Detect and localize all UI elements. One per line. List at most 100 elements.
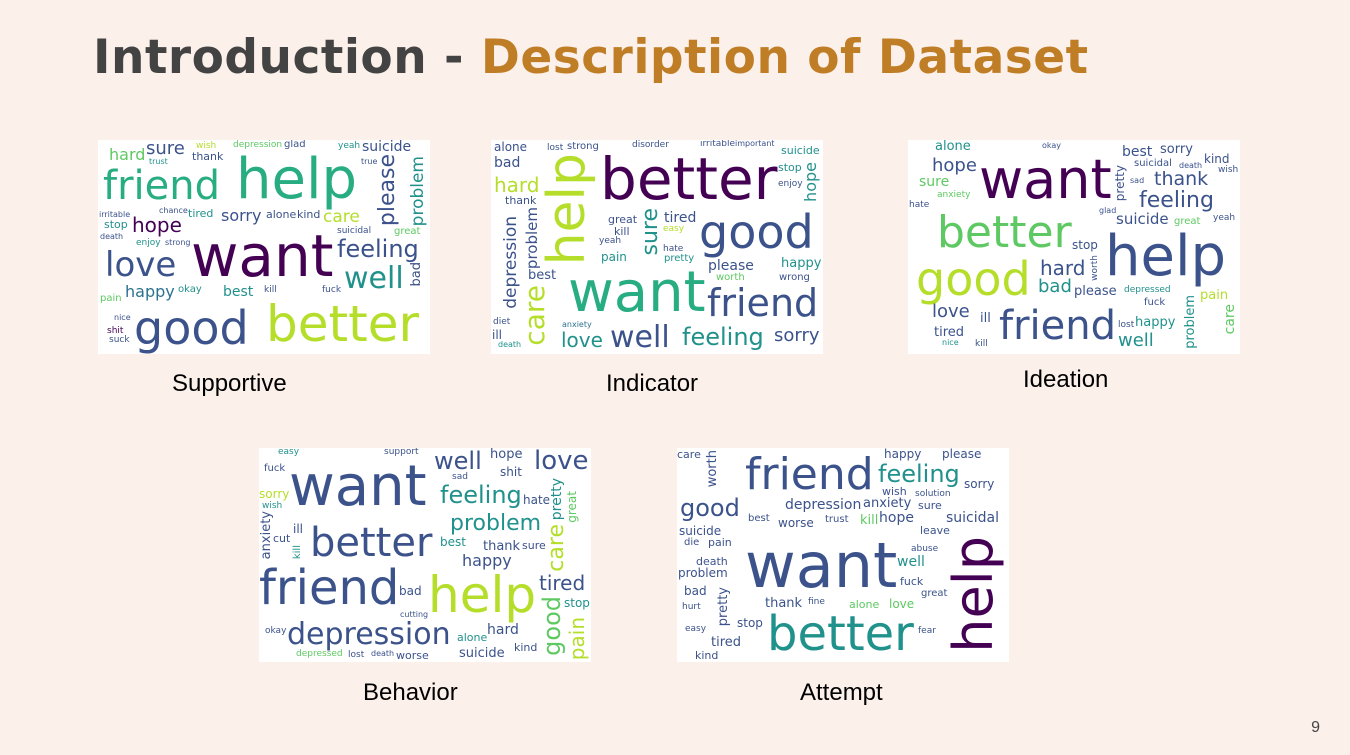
cloud-word: worse	[778, 516, 814, 530]
cloud-word: care	[323, 207, 360, 227]
cloud-word: best	[528, 268, 557, 283]
cloud-word: nice	[114, 313, 131, 322]
caption-ideation: Ideation	[1023, 366, 1109, 393]
cloud-word: want	[745, 529, 898, 602]
cloud-word: sorry	[259, 487, 290, 501]
cloud-word: bad	[494, 155, 521, 171]
cloud-word: care	[518, 285, 551, 346]
cloud-word: okay	[1042, 141, 1062, 150]
cloud-word: good	[680, 494, 740, 522]
cloud-word: bad	[684, 584, 707, 598]
cloud-word: kind	[695, 649, 719, 662]
cloud-word: fuck	[1144, 297, 1166, 308]
title-separator: -	[427, 30, 481, 85]
cloud-word: death	[696, 555, 728, 568]
cloud-word: please	[375, 154, 400, 227]
cloud-word: pretty	[716, 587, 731, 627]
cloud-word: alone	[494, 140, 528, 154]
cloud-word: worse	[396, 649, 429, 662]
cloud-word: kill	[860, 513, 879, 528]
cloud-word: kind	[297, 208, 321, 221]
cloud-word: care	[544, 524, 569, 572]
cloud-word: happy	[781, 256, 822, 271]
cloud-word: problem	[678, 566, 728, 580]
cloud-word: want	[289, 454, 427, 519]
cloud-word: sure	[146, 140, 185, 159]
caption-attempt: Attempt	[800, 679, 883, 706]
cloud-word: easy	[663, 224, 685, 234]
cloud-word: ill	[293, 522, 304, 536]
cloud-word: friend	[745, 449, 874, 500]
cloud-word: happy	[125, 282, 175, 301]
cloud-word: ill	[492, 328, 503, 342]
cloud-word: thank	[483, 539, 521, 554]
caption-behavior: Behavior	[363, 679, 458, 706]
cloud-word: irritable	[700, 140, 736, 149]
cloud-word: easy	[278, 448, 300, 457]
cloud-word: help	[942, 536, 1005, 653]
cloud-word: feeling	[337, 235, 419, 263]
cloud-word: problem	[523, 207, 541, 270]
cloud-word: better	[310, 520, 433, 566]
cloud-word: better	[937, 207, 1072, 258]
cloud-word: pain	[565, 617, 589, 661]
cloud-word: worth	[716, 272, 745, 283]
cloud-word: great	[608, 213, 638, 226]
cloud-word: tired	[664, 210, 697, 226]
cloud-word: depression	[233, 140, 283, 150]
cloud-word: pain	[601, 250, 627, 264]
cloud-word: suicidal	[1134, 158, 1172, 169]
cloud-word: depression	[287, 617, 451, 652]
cloud-word: anxiety	[937, 190, 971, 200]
cloud-word: sorry	[1160, 142, 1193, 157]
cloud-word: wish	[882, 485, 907, 498]
cloud-word: friend	[103, 163, 220, 209]
cloud-word: hope	[132, 213, 182, 237]
cloud-word: sorry	[964, 477, 995, 491]
cloud-word: help	[428, 566, 537, 624]
cloud-word: please	[708, 258, 754, 274]
cloud-word: fuck	[264, 463, 286, 474]
cloud-word: feeling	[682, 323, 764, 351]
cloud-word: pretty	[664, 253, 695, 264]
cloud-word: thank	[765, 596, 803, 611]
cloud-word: suicide	[1116, 210, 1169, 228]
cloud-word: better	[600, 145, 778, 213]
cloud-word: great	[921, 588, 948, 599]
cloud-word: alone	[457, 631, 488, 644]
cloud-word: good	[538, 596, 566, 656]
cloud-word: good	[916, 252, 1031, 306]
cloud-word: kind	[1204, 152, 1230, 166]
cloud-word: glad	[284, 140, 306, 150]
cloud-word: help	[1105, 224, 1227, 289]
cloud-word: kill	[264, 285, 277, 295]
cloud-word: okay	[265, 626, 287, 636]
cloud-word: death	[371, 649, 395, 658]
cloud-word: care	[677, 448, 701, 461]
cloud-word: trust	[825, 514, 849, 525]
cloud-word: thank	[192, 150, 224, 163]
cloud-word: sure	[638, 208, 663, 256]
cloud-word: suicide	[679, 524, 722, 538]
cloud-word: feeling	[1139, 188, 1214, 213]
cloud-word: hard	[1040, 256, 1086, 280]
wordcloud-supportive: want help better good friend love well feeling p…	[98, 140, 430, 354]
cloud-word: sure	[522, 539, 546, 552]
cloud-word: stop	[737, 616, 763, 630]
cloud-word: friend	[999, 303, 1116, 349]
cloud-word: fine	[808, 597, 825, 607]
cloud-word: love	[561, 328, 603, 352]
title-highlight: Description of Dataset	[480, 30, 1089, 85]
cloud-word: wish	[1218, 165, 1239, 175]
cloud-word: death	[100, 232, 124, 241]
cloud-word: hard	[487, 622, 519, 638]
cloud-word: best	[748, 513, 770, 524]
cloud-word: fuck	[322, 285, 342, 295]
cloud-word: true	[361, 157, 378, 166]
cloud-word: friend	[259, 560, 400, 616]
cloud-word: sad	[1130, 176, 1145, 185]
cloud-word: shit	[500, 465, 522, 479]
cloud-word: best	[440, 535, 466, 549]
cloud-word: shit	[107, 326, 124, 336]
cloud-word: great	[1174, 216, 1201, 227]
